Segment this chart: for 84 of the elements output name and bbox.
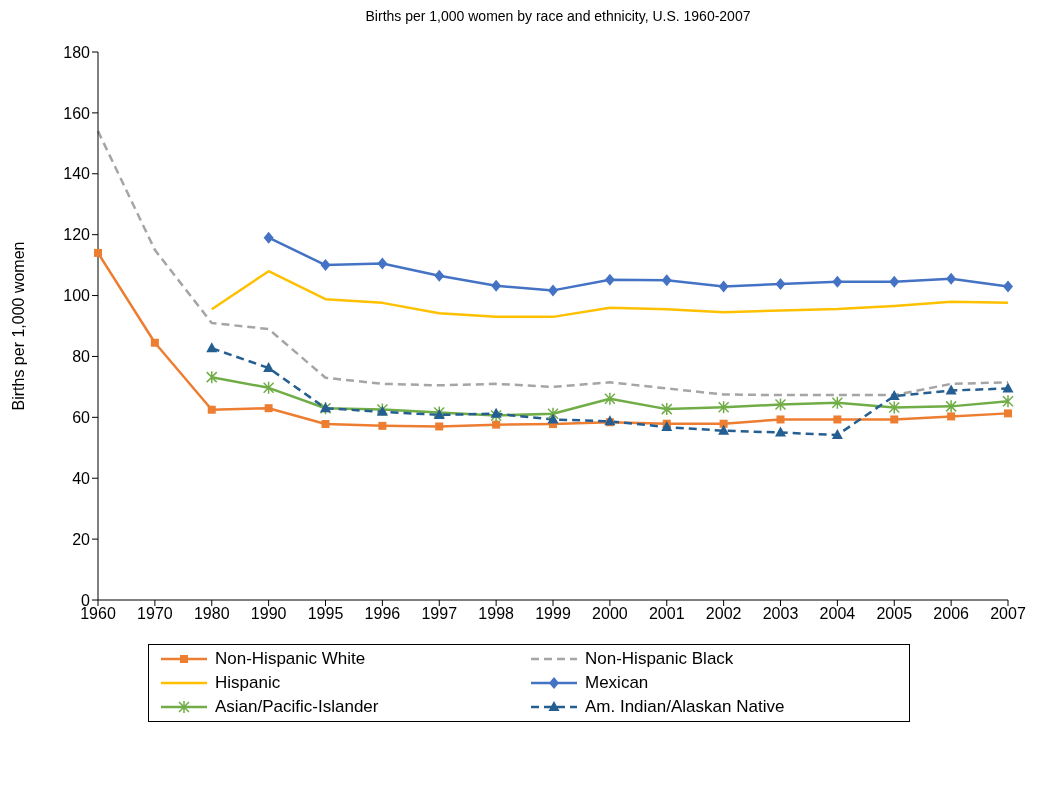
legend-label: Non-Hispanic Black [585, 649, 734, 669]
point [717, 400, 730, 415]
point [491, 279, 502, 292]
point [604, 273, 615, 286]
x-tick-label: 2000 [592, 605, 628, 623]
point [831, 395, 844, 410]
point [1002, 394, 1014, 408]
point [831, 428, 843, 439]
point [833, 415, 842, 424]
point [945, 399, 957, 414]
legend-label: Hispanic [215, 673, 281, 693]
legend-label: Mexican [585, 673, 649, 693]
point [490, 407, 502, 418]
x-tick-label: 2003 [762, 605, 799, 623]
point [377, 257, 388, 270]
point [320, 259, 331, 272]
point [1003, 280, 1013, 293]
point [776, 415, 785, 424]
y-tick-label: 120 [63, 226, 91, 244]
x-tick-label: 1997 [421, 605, 458, 623]
point [890, 415, 899, 424]
x-tick-label: 1998 [478, 605, 515, 623]
point [775, 277, 786, 290]
point [774, 397, 787, 412]
x-tick-label: 1970 [137, 605, 173, 623]
point [490, 408, 502, 423]
y-tick-label: 160 [63, 104, 91, 122]
point [378, 421, 387, 430]
y-tick-label: 40 [72, 469, 91, 487]
point [150, 338, 159, 347]
point [832, 275, 843, 288]
x-tick-label: 1996 [364, 605, 401, 623]
point [547, 406, 559, 421]
y-tick-label: 60 [72, 409, 91, 427]
x-tick-label: 1999 [535, 605, 571, 623]
point [718, 280, 729, 293]
legend-label: Non-Hispanic White [215, 649, 366, 669]
point [263, 231, 274, 244]
x-tick-label: 1960 [80, 605, 116, 623]
point [888, 400, 900, 415]
y-tick-label: 180 [63, 43, 91, 61]
point [207, 405, 216, 414]
x-tick-label: 1995 [307, 605, 344, 623]
point [547, 413, 559, 424]
point [661, 421, 673, 432]
point [435, 422, 444, 431]
point [548, 284, 558, 297]
legend-label: Asian/Pacific-Islander [215, 697, 379, 717]
x-tick-label: 2004 [819, 605, 856, 623]
point [94, 248, 102, 257]
point [262, 381, 275, 395]
point [661, 274, 672, 287]
point [604, 392, 616, 406]
point [775, 426, 786, 437]
point [719, 419, 728, 428]
x-tick-label: 1990 [250, 605, 287, 623]
x-tick-label: 2007 [990, 605, 1026, 623]
point [434, 269, 445, 282]
x-tick-label: 1980 [193, 605, 230, 623]
y-tick-label: 100 [63, 287, 91, 305]
point [206, 342, 218, 353]
y-tick-label: 20 [72, 530, 91, 548]
point [661, 402, 673, 416]
point [718, 424, 730, 435]
point [492, 420, 501, 429]
point [1004, 409, 1012, 418]
x-tick-label: 2006 [933, 605, 970, 623]
point [206, 370, 218, 384]
legend-label: Am. Indian/Alaskan Native [585, 697, 785, 717]
x-tick-label: 2005 [876, 605, 913, 623]
line-series [210, 269, 1010, 319]
x-tick-label: 2001 [648, 605, 685, 623]
point [946, 272, 957, 285]
y-axis-title: Births per 1,000 women [9, 241, 27, 411]
y-tick-label: 80 [72, 348, 91, 366]
point [1002, 382, 1014, 393]
point [945, 384, 957, 395]
point [321, 420, 330, 429]
y-tick-label: 140 [63, 165, 91, 183]
x-tick-label: 2002 [705, 605, 742, 623]
point [947, 412, 956, 421]
point [264, 404, 273, 413]
chart-title: Births per 1,000 women by race and ethnicity, U.S. 1960-2007 [364, 8, 752, 26]
point [889, 275, 900, 288]
